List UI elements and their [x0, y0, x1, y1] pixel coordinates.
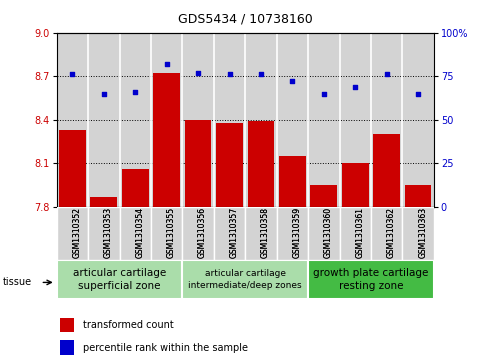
Point [352, 84, 359, 90]
Bar [122, 169, 148, 207]
Text: GSM1310356: GSM1310356 [198, 207, 207, 258]
Bar [277, 207, 308, 260]
Bar [88, 33, 119, 207]
Text: tissue: tissue [2, 277, 32, 287]
Text: GSM1310353: GSM1310353 [104, 207, 113, 258]
Point [288, 78, 296, 84]
Text: GSM1310359: GSM1310359 [292, 207, 301, 258]
Bar [311, 185, 337, 207]
Bar [279, 156, 306, 207]
Point [226, 72, 234, 77]
Text: GSM1310357: GSM1310357 [230, 207, 239, 258]
Text: GSM1310362: GSM1310362 [387, 207, 396, 258]
Text: transformed count: transformed count [83, 320, 174, 330]
Bar [402, 207, 434, 260]
Text: GSM1310362: GSM1310362 [387, 207, 396, 258]
Point [131, 89, 139, 95]
Bar [216, 123, 243, 207]
Text: GSM1310360: GSM1310360 [324, 207, 333, 258]
Text: GSM1310360: GSM1310360 [324, 207, 333, 258]
Bar [245, 33, 277, 207]
Point [69, 72, 76, 77]
Text: GSM1310363: GSM1310363 [418, 207, 427, 258]
Bar [182, 260, 308, 299]
Text: GSM1310359: GSM1310359 [292, 207, 301, 258]
Text: GSM1310356: GSM1310356 [198, 207, 207, 258]
Bar [182, 33, 214, 207]
Bar [182, 207, 214, 260]
Point [320, 91, 328, 97]
Bar [61, 318, 74, 332]
Bar [185, 120, 211, 207]
Text: GSM1310361: GSM1310361 [355, 207, 364, 258]
Bar [277, 33, 308, 207]
Text: GSM1310353: GSM1310353 [104, 207, 113, 258]
Bar [308, 207, 340, 260]
Text: percentile rank within the sample: percentile rank within the sample [83, 343, 248, 352]
Bar [340, 33, 371, 207]
Text: growth plate cartilage
resting zone: growth plate cartilage resting zone [313, 268, 429, 291]
Point [383, 72, 390, 77]
Text: GSM1310363: GSM1310363 [418, 207, 427, 258]
Point [100, 91, 108, 97]
Bar [342, 163, 369, 207]
Bar [59, 130, 86, 207]
Bar [57, 33, 88, 207]
Bar [88, 207, 119, 260]
Point [163, 61, 171, 67]
Bar [214, 207, 246, 260]
Bar [245, 207, 277, 260]
Text: GSM1310354: GSM1310354 [135, 207, 144, 258]
Point [414, 91, 422, 97]
Text: GSM1310352: GSM1310352 [72, 207, 81, 258]
Bar [405, 185, 431, 207]
Bar [402, 33, 434, 207]
Bar [57, 207, 88, 260]
Text: GSM1310352: GSM1310352 [72, 207, 81, 258]
Bar [340, 207, 371, 260]
Text: GSM1310354: GSM1310354 [135, 207, 144, 258]
Bar [308, 260, 434, 299]
Text: GSM1310355: GSM1310355 [167, 207, 176, 258]
Text: articular cartilage
intermediate/deep zones: articular cartilage intermediate/deep zo… [188, 269, 302, 290]
Text: GDS5434 / 10738160: GDS5434 / 10738160 [178, 13, 313, 26]
Bar [57, 260, 182, 299]
Bar [373, 134, 400, 207]
Point [194, 70, 202, 76]
Bar [247, 121, 274, 207]
Bar [214, 33, 246, 207]
Bar [119, 33, 151, 207]
Bar [119, 207, 151, 260]
Bar [91, 197, 117, 207]
Bar [153, 73, 180, 207]
Bar [61, 340, 74, 355]
Point [257, 72, 265, 77]
Bar [371, 207, 402, 260]
Bar [308, 33, 340, 207]
Text: GSM1310358: GSM1310358 [261, 207, 270, 258]
Text: GSM1310361: GSM1310361 [355, 207, 364, 258]
Bar [151, 207, 182, 260]
Text: GSM1310358: GSM1310358 [261, 207, 270, 258]
Text: GSM1310357: GSM1310357 [230, 207, 239, 258]
Bar [151, 33, 182, 207]
Text: articular cartilage
superficial zone: articular cartilage superficial zone [73, 268, 166, 291]
Text: GSM1310355: GSM1310355 [167, 207, 176, 258]
Bar [371, 33, 402, 207]
